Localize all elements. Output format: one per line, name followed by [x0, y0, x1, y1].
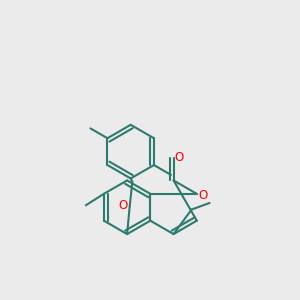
Text: O: O — [118, 199, 127, 212]
Text: O: O — [199, 189, 208, 202]
Text: O: O — [175, 151, 184, 164]
